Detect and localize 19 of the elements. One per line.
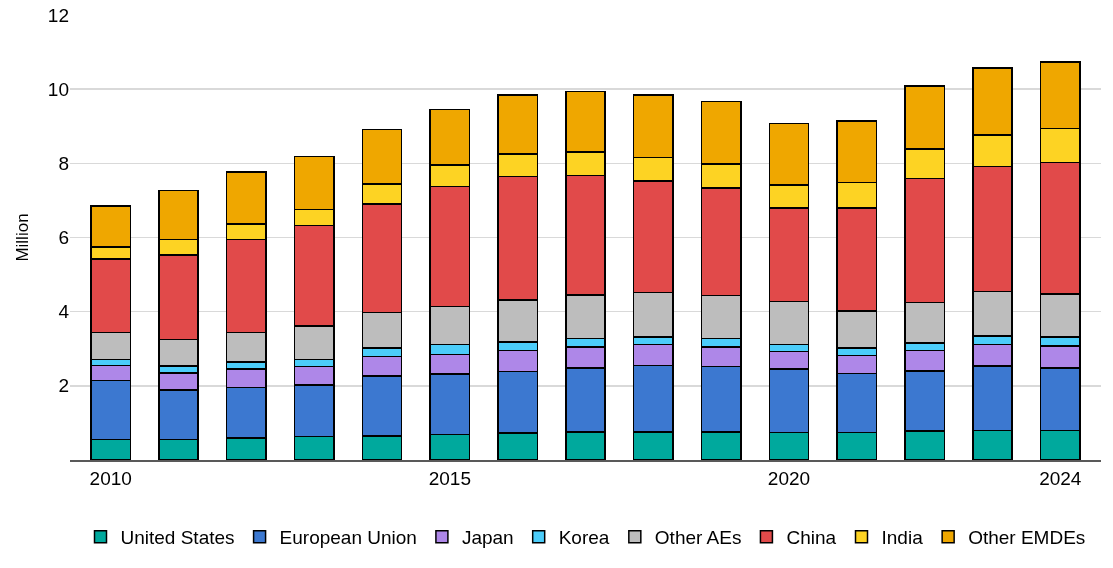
y-tick-label: 8 [58, 152, 69, 174]
legend-label: Japan [461, 527, 514, 549]
y-tick-label: 6 [58, 227, 69, 249]
legend-label: Korea [558, 527, 610, 549]
legend-label: United States [120, 527, 235, 549]
y-axis-title: Million [13, 213, 33, 262]
x-tick-label: 2024 [1039, 467, 1082, 489]
legend-label: China [786, 527, 837, 549]
legend-label: India [881, 527, 924, 549]
x-tick-label: 2010 [89, 467, 132, 489]
y-tick-label: 12 [47, 4, 69, 26]
y-tick-label: 10 [47, 78, 69, 100]
legend-label: European Union [279, 527, 417, 549]
y-tick-label: 4 [58, 301, 70, 323]
y-tick-label: 2 [58, 375, 69, 397]
legend-label: Other EMDEs [968, 527, 1086, 549]
x-tick-label: 2020 [767, 467, 811, 489]
x-tick-label: 2015 [428, 467, 471, 489]
legend-label: Other AEs [654, 527, 742, 549]
